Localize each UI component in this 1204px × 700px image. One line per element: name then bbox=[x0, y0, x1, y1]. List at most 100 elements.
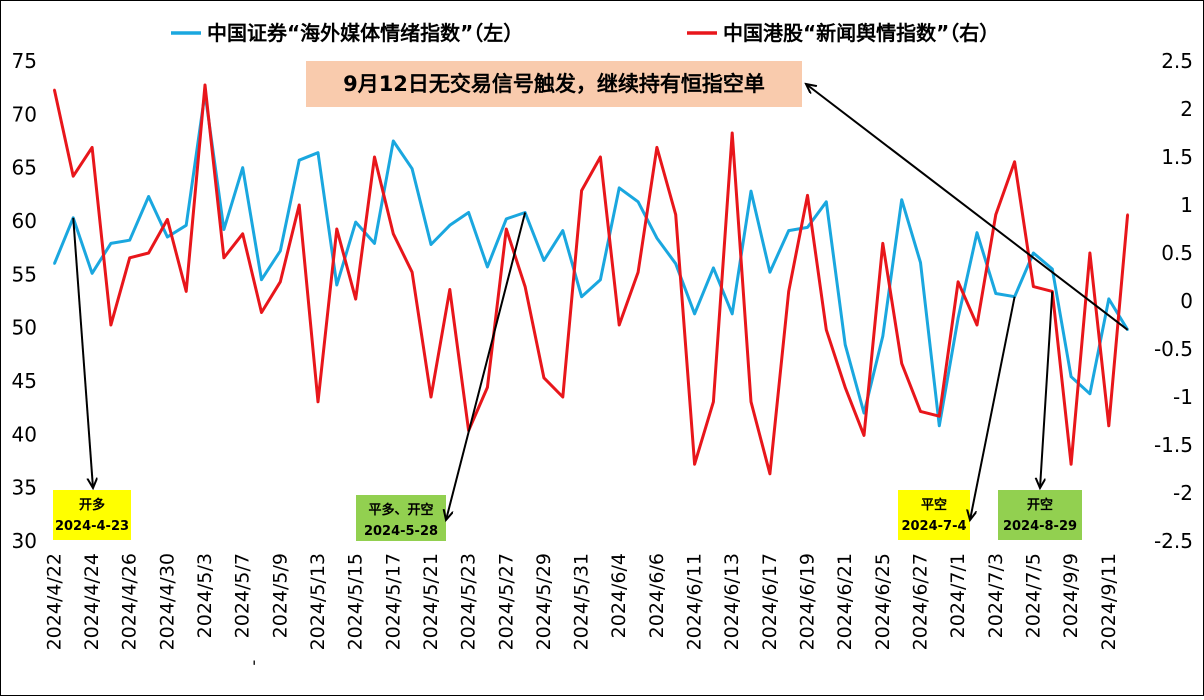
data-point bbox=[674, 213, 677, 216]
x-tick-label: 2024/5/13 bbox=[307, 553, 329, 650]
data-point bbox=[185, 290, 188, 293]
signal-arrow bbox=[1040, 291, 1054, 488]
x-tick-label: 2024/4/26 bbox=[119, 553, 141, 650]
data-point bbox=[956, 316, 960, 320]
x-tick-label: 2024/6/13 bbox=[721, 553, 743, 650]
x-tick-label: 2024/5/17 bbox=[382, 553, 404, 650]
x-tick-label: 2024/5/27 bbox=[495, 553, 517, 650]
data-point bbox=[862, 411, 866, 415]
data-point bbox=[373, 242, 376, 245]
data-point bbox=[185, 224, 188, 227]
signal-box: 开空 2024-8-29 bbox=[998, 490, 1082, 540]
data-point bbox=[505, 217, 508, 221]
data-point bbox=[919, 410, 922, 413]
signal-box-bg bbox=[356, 495, 446, 541]
signal-box-bg bbox=[53, 490, 131, 540]
x-tick-label: 2024/5/9 bbox=[269, 553, 291, 638]
x-tick-label: 2024/5/29 bbox=[533, 553, 555, 650]
data-point bbox=[90, 272, 94, 275]
signal-box-bg bbox=[998, 490, 1082, 540]
legend: 中国证券“海外媒体情绪指数”（左） 中国港股“新闻舆情指数”（右） bbox=[171, 21, 999, 45]
legend-label-right-series: 中国港股“新闻舆情指数”（右） bbox=[723, 21, 999, 45]
x-tick-label: 2024/6/27 bbox=[909, 553, 931, 650]
data-point bbox=[938, 424, 941, 427]
data-point bbox=[222, 228, 226, 231]
data-point bbox=[1069, 375, 1073, 378]
data-point bbox=[1069, 463, 1073, 466]
signal-date: 2024-4-23 bbox=[55, 519, 129, 534]
data-point bbox=[712, 400, 715, 403]
data-point bbox=[693, 312, 696, 315]
data-point bbox=[53, 262, 56, 265]
data-point bbox=[392, 139, 395, 143]
headline-text: 9月12日无交易信号触发，继续持有恒指空单 bbox=[343, 72, 765, 96]
data-point bbox=[618, 323, 621, 327]
data-point bbox=[674, 262, 677, 265]
legend-label-left-series: 中国证券“海外媒体情绪指数”（左） bbox=[207, 21, 523, 45]
signal-action: 开空 bbox=[1027, 497, 1053, 513]
data-point bbox=[354, 220, 357, 224]
data-point bbox=[787, 229, 790, 232]
data-point bbox=[316, 151, 320, 154]
data-point bbox=[410, 271, 414, 274]
x-tick-label: 2024/5/31 bbox=[571, 553, 593, 650]
y-right-tick-label: -0.5 bbox=[1154, 337, 1193, 361]
data-point bbox=[636, 271, 640, 274]
y-left-tick-label: 60 bbox=[12, 209, 37, 233]
data-point bbox=[1013, 160, 1016, 163]
signal-date: 2024-7-4 bbox=[901, 519, 966, 534]
data-point bbox=[203, 83, 207, 87]
data-point bbox=[862, 434, 866, 437]
data-point bbox=[109, 323, 113, 327]
data-point bbox=[505, 227, 508, 231]
headline-box bbox=[306, 61, 802, 107]
data-point bbox=[448, 288, 451, 291]
data-point bbox=[975, 323, 979, 327]
x-tick-label: 2024/7/5 bbox=[1022, 553, 1044, 638]
series-line-left bbox=[53, 91, 1129, 428]
data-point bbox=[486, 386, 489, 389]
x-tick-label: 2024/5/3 bbox=[194, 553, 216, 638]
data-point bbox=[166, 218, 169, 221]
data-point bbox=[72, 175, 75, 178]
signal-date: 2024-5-28 bbox=[364, 524, 438, 539]
data-point bbox=[128, 239, 131, 242]
x-tick-label: 2024/4/22 bbox=[43, 553, 65, 650]
data-point bbox=[335, 283, 338, 287]
y-right-tick-label: -1.5 bbox=[1154, 433, 1193, 457]
data-point bbox=[109, 242, 113, 245]
data-point bbox=[1107, 424, 1111, 427]
signal-arrow bbox=[446, 212, 527, 520]
y-axis-left: 30 35 40 45 50 55 60 65 70 75 bbox=[12, 49, 37, 553]
y-left-tick-label: 55 bbox=[12, 262, 37, 286]
data-point bbox=[335, 227, 338, 231]
y-right-tick-label: 0 bbox=[1180, 289, 1193, 313]
y-right-tick-label: 1.5 bbox=[1161, 145, 1193, 169]
data-point bbox=[392, 232, 395, 235]
signal-action: 开多 bbox=[79, 497, 105, 513]
x-tick-label: 2024/5/21 bbox=[420, 553, 442, 650]
data-point bbox=[787, 290, 790, 293]
y-left-tick-label: 45 bbox=[12, 369, 37, 393]
data-point bbox=[429, 243, 433, 246]
data-point bbox=[90, 146, 94, 149]
data-point bbox=[825, 200, 828, 203]
x-tick-label: 2024/9/11 bbox=[1098, 553, 1120, 650]
y-left-tick-label: 35 bbox=[12, 476, 37, 500]
data-point bbox=[542, 259, 546, 262]
signal-box: 平空 2024-7-4 bbox=[898, 490, 970, 540]
x-tick-label: 2024/9/9 bbox=[1060, 553, 1082, 638]
data-point bbox=[994, 292, 997, 295]
y-right-tick-label: -2 bbox=[1173, 481, 1193, 505]
y-right-tick-label: 0.5 bbox=[1161, 241, 1193, 265]
data-point bbox=[1032, 251, 1035, 255]
y-right-tick-label: 1 bbox=[1180, 193, 1193, 217]
data-point bbox=[975, 231, 979, 234]
headline-arrow bbox=[806, 84, 1129, 331]
data-point bbox=[298, 159, 301, 162]
data-point bbox=[768, 271, 772, 274]
data-point bbox=[279, 249, 282, 253]
data-point bbox=[523, 285, 527, 288]
x-tick-label: 2024/5/15 bbox=[345, 553, 367, 650]
data-point bbox=[1051, 267, 1054, 271]
